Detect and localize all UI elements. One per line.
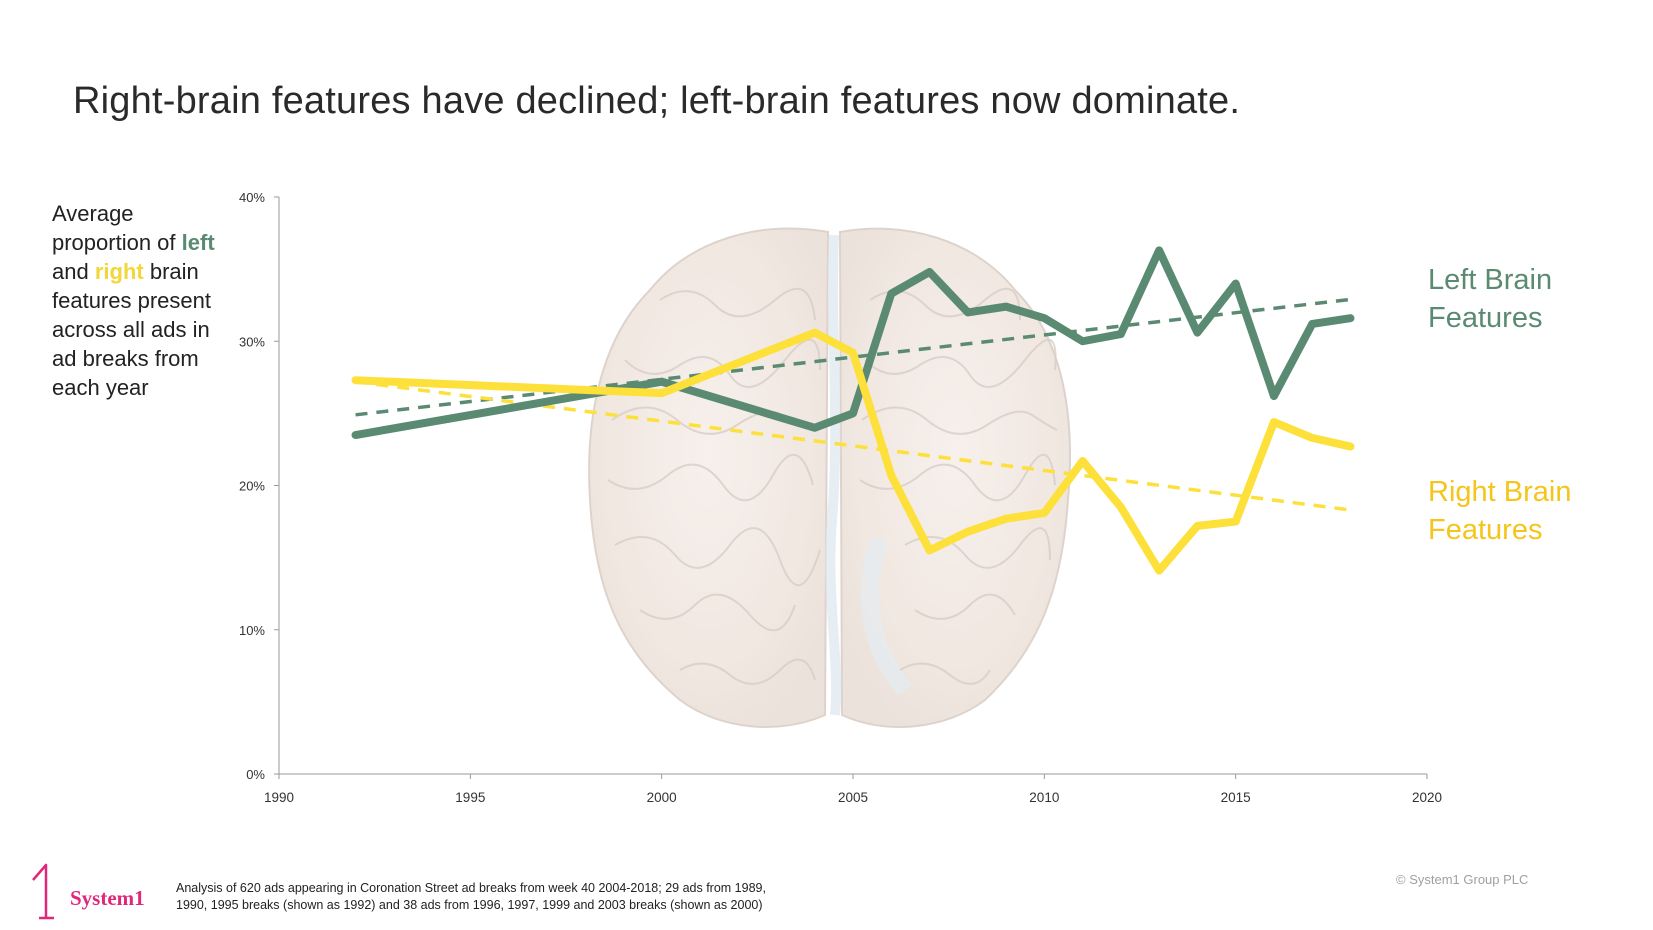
data-series [351,246,1355,575]
y-tick-label: 40% [239,190,265,205]
x-tick-label: 1990 [264,790,294,805]
caption-text-1: Average proportion of [52,201,182,255]
y-tick-label: 0% [246,767,265,782]
caption-left-word: left [181,230,215,255]
logo-text: System1 [70,886,145,910]
legend-left-line2: Features [1428,302,1543,334]
legend-left-line1: Left Brain [1428,264,1553,296]
legend-right-line2: Features [1428,514,1543,546]
legend-right-line1: Right Brain [1428,476,1572,508]
footnote: Analysis of 620 ads appearing in Coronat… [176,880,876,914]
legend-right-brain: Right Brain Features [1428,473,1571,549]
copyright: © System1 Group PLC [1396,872,1529,887]
x-tick-label: 2000 [647,790,677,805]
x-tick-label: 2015 [1221,790,1251,805]
legend-left-brain: Left Brain Features [1428,261,1552,337]
y-tick-label: 30% [239,334,265,349]
system1-logo: System1 [30,860,170,924]
x-tick-label: 2010 [1029,790,1059,805]
series-line [351,246,1355,440]
y-tick-label: 20% [239,479,265,494]
x-tick-label: 1995 [455,790,485,805]
caption-text-3: brain features present across all ads in… [52,259,211,400]
series-line [351,328,1355,575]
caption-right-word: right [94,259,144,284]
x-tick-label: 2005 [838,790,868,805]
y-tick-label: 10% [239,623,265,638]
y-axis-ticks: 0% 10% 20% 30% 40% [239,190,279,782]
chart-caption: Average proportion of left and right bra… [52,199,227,402]
brain-illustration [588,227,1071,728]
slide-title: Right-brain features have declined; left… [73,80,1241,122]
system1-logo-mark [32,863,54,920]
footnote-line-2: 1990, 1995 breaks (shown as 1992) and 38… [176,898,763,912]
caption-text-2: and [52,259,95,284]
x-tick-label: 2020 [1412,790,1442,805]
footnote-line-1: Analysis of 620 ads appearing in Coronat… [176,881,766,895]
x-axis-ticks: 1990 1995 2000 2005 2010 2015 2020 [264,774,1442,805]
